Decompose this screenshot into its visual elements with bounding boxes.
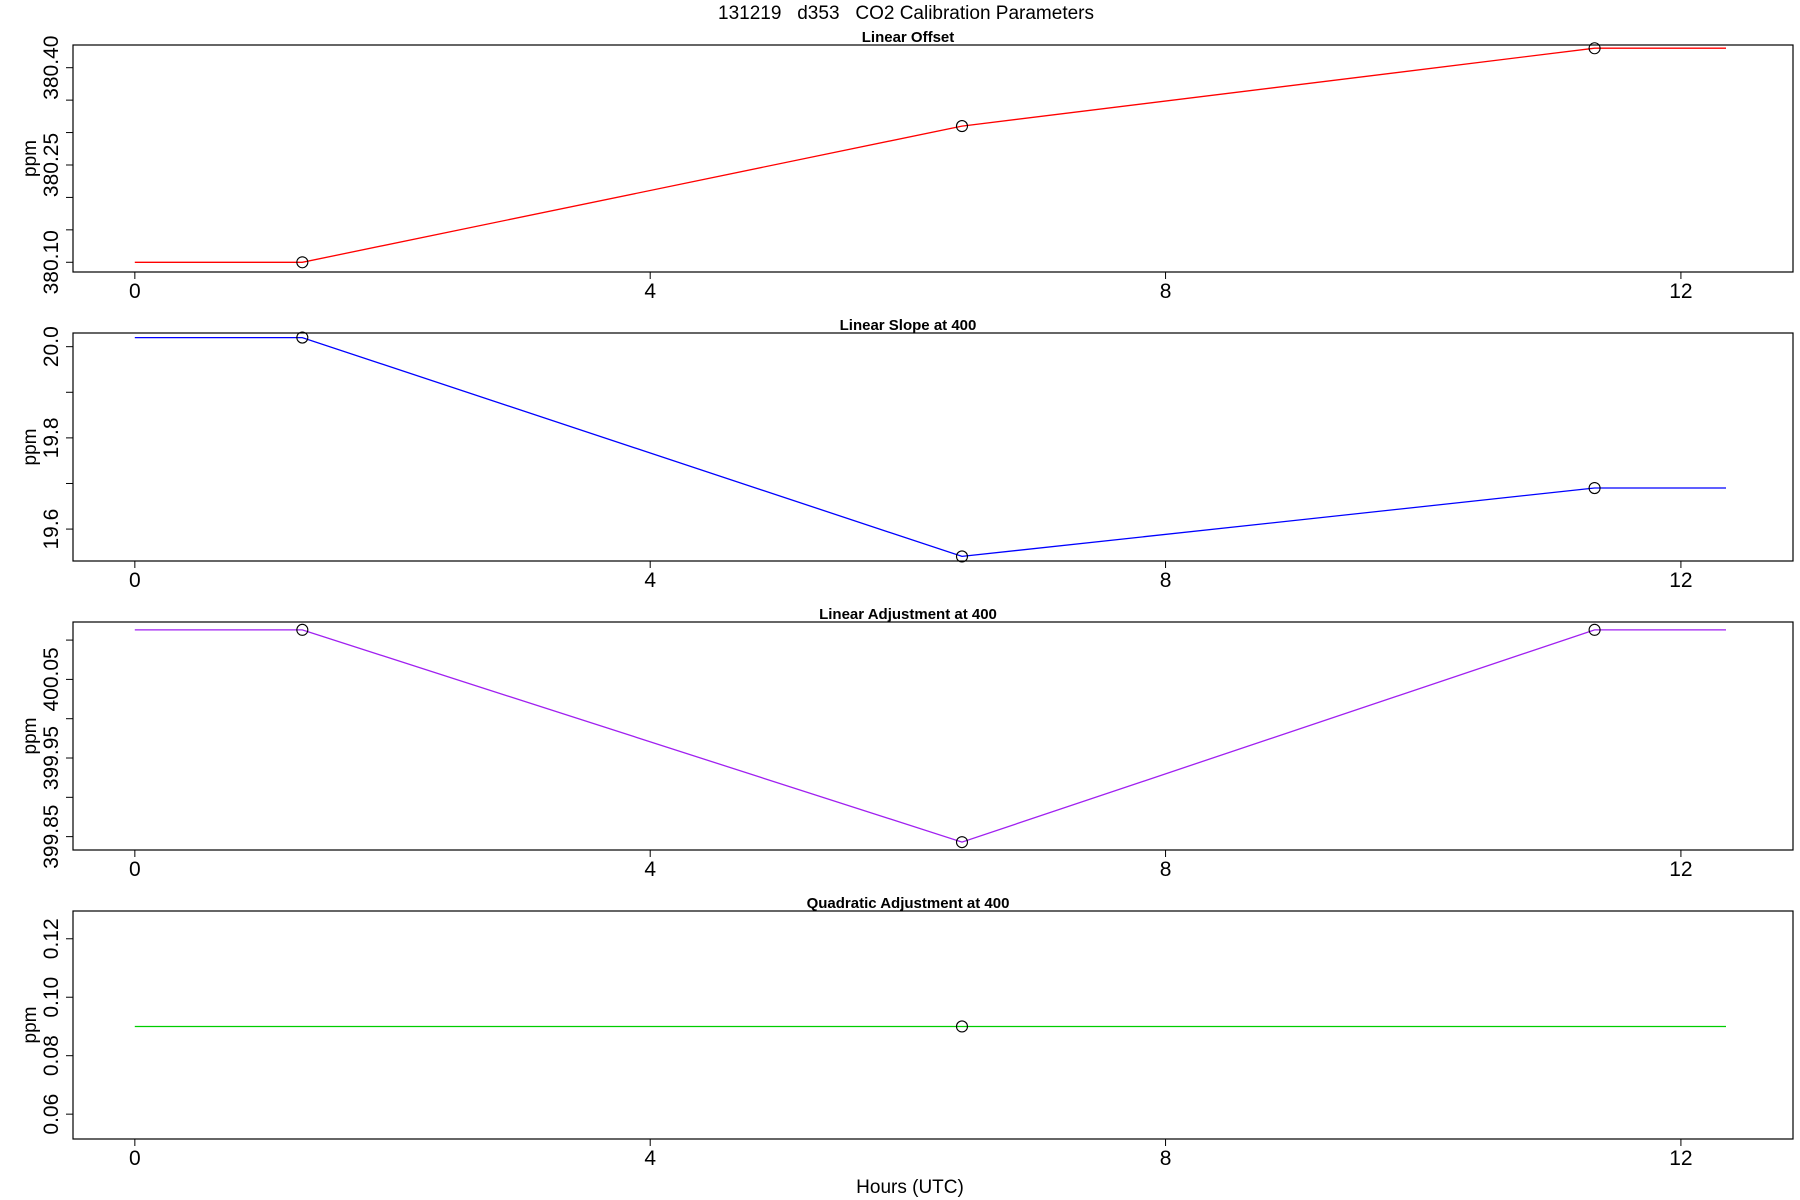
y-tick-label: 0.10 bbox=[40, 977, 63, 1018]
y-tick-label: 380.10 bbox=[40, 230, 63, 294]
x-tick-label: 4 bbox=[644, 858, 656, 881]
y-tick-label: 380.40 bbox=[40, 36, 63, 100]
x-tick-label: 0 bbox=[129, 1147, 141, 1170]
panel-1: Linear Offset ppm 0 4 8 12 380.10 380.25 380.40 bbox=[20, 29, 1794, 303]
plot-frame bbox=[72, 910, 1794, 1140]
x-tick-label: 12 bbox=[1669, 1147, 1692, 1170]
x-tick-label: 8 bbox=[1160, 280, 1172, 303]
data-point bbox=[1588, 623, 1601, 636]
x-tick-label: 4 bbox=[644, 1147, 656, 1170]
figure-title: 131219 d353 CO2 Calibration Parameters bbox=[718, 3, 1094, 24]
y-axis-label: ppm bbox=[20, 1007, 41, 1044]
panel-title: Linear Slope at 400 bbox=[840, 317, 977, 334]
y-axis-label: ppm bbox=[20, 718, 41, 755]
x-tick-label: 12 bbox=[1669, 280, 1692, 303]
y-tick-label: 399.95 bbox=[40, 726, 63, 790]
panel-3: Linear Adjustment at 400 ppm 0 4 8 12 399.85 39… bbox=[20, 606, 1794, 881]
y-tick-label: 400.05 bbox=[40, 647, 63, 711]
x-axis-title: Hours (UTC) bbox=[856, 1177, 964, 1198]
data-point bbox=[955, 120, 969, 133]
data-point bbox=[955, 1020, 969, 1033]
y-tick-label: 0.08 bbox=[40, 1035, 63, 1076]
x-tick-label: 8 bbox=[1160, 1147, 1172, 1170]
panel-2: Linear Slope at 400 ppm 0 4 8 12 19.6 19.8 20.0 bbox=[20, 317, 1794, 592]
x-tick-label: 4 bbox=[644, 280, 656, 303]
x-tick-label: 8 bbox=[1160, 569, 1172, 592]
data-point bbox=[296, 331, 309, 344]
panel-title: Linear Offset bbox=[862, 29, 955, 46]
y-axis-label: ppm bbox=[20, 140, 41, 177]
x-tick-label: 12 bbox=[1669, 858, 1692, 881]
plot-frame bbox=[72, 44, 1794, 273]
x-tick-label: 0 bbox=[129, 569, 141, 592]
y-tick-label: 20.0 bbox=[40, 326, 63, 367]
data-point bbox=[296, 623, 309, 636]
y-tick-label: 19.6 bbox=[40, 509, 63, 550]
panel-title: Linear Adjustment at 400 bbox=[819, 606, 997, 623]
series-line bbox=[134, 336, 1726, 558]
panel-title: Quadratic Adjustment at 400 bbox=[807, 895, 1010, 912]
y-tick-label: 399.85 bbox=[40, 805, 63, 869]
x-tick-label: 4 bbox=[644, 569, 656, 592]
panel-4: Quadratic Adjustment at 400 ppm 0 4 8 12 0.06 0… bbox=[20, 895, 1794, 1170]
y-tick-label: 0.12 bbox=[40, 918, 63, 959]
data-point bbox=[955, 836, 969, 849]
data-point bbox=[296, 256, 309, 269]
series-line bbox=[134, 47, 1726, 263]
x-tick-label: 0 bbox=[129, 858, 141, 881]
plot-frame bbox=[72, 332, 1794, 562]
x-tick-label: 0 bbox=[129, 280, 141, 303]
plot-frame bbox=[72, 621, 1794, 851]
data-point bbox=[955, 550, 969, 563]
y-tick-label: 0.06 bbox=[40, 1094, 63, 1135]
data-point bbox=[1588, 42, 1601, 55]
y-tick-label: 380.25 bbox=[40, 133, 63, 197]
series-line bbox=[134, 629, 1726, 843]
y-axis-label: ppm bbox=[20, 429, 41, 466]
x-tick-label: 12 bbox=[1669, 569, 1692, 592]
y-tick-label: 19.8 bbox=[40, 417, 63, 458]
x-tick-label: 8 bbox=[1160, 858, 1172, 881]
data-point bbox=[1588, 481, 1601, 495]
